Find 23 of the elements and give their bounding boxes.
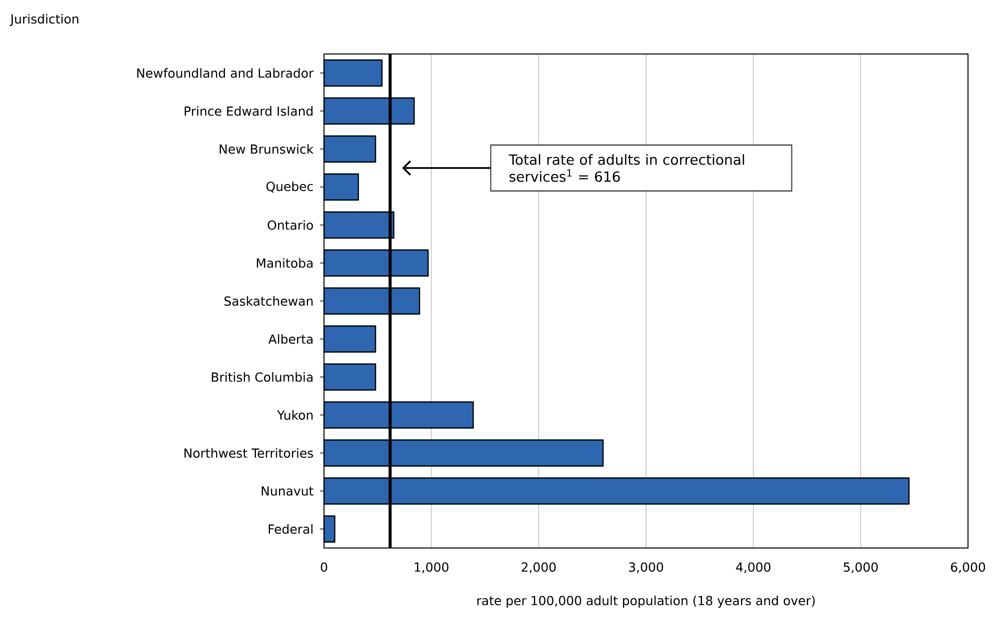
y-tick-label: Newfoundland and Labrador xyxy=(137,68,314,78)
x-tick-label: 5,000 xyxy=(844,562,878,574)
y-tick-label: Prince Edward Island xyxy=(184,106,313,116)
ref-line-label: Total rate of adults in correctional services$^{1}$ = 616 xyxy=(508,154,744,182)
y-tick-label: Quebec xyxy=(266,181,313,193)
x-tick-label: 1,000 xyxy=(414,562,448,574)
x-tick-label: 2,000 xyxy=(522,562,556,574)
x-tick-label: 6,000 xyxy=(950,562,986,574)
y-tick-label: Yukon xyxy=(277,410,313,420)
y-tick-label: Nunavut xyxy=(262,486,314,496)
y-tick-label: Manitoba xyxy=(256,258,313,268)
x-tick-label: 0 xyxy=(320,562,328,572)
y-tick-label: Alberta xyxy=(268,334,313,344)
text: Jurisdiction xyxy=(10,14,78,26)
y-tick-label: Saskatchewan xyxy=(224,296,313,306)
y-tick-label: Ontario xyxy=(268,220,313,230)
y-tick-label: Northwest Territories xyxy=(184,448,314,458)
y-tick-label: British Columbia xyxy=(212,372,313,382)
x-tick-label: 3,000 xyxy=(629,562,664,574)
y-tick-label: New Brunswick xyxy=(220,144,314,154)
y-tick-label: Federal xyxy=(268,524,312,534)
x-tick-label: 4,000 xyxy=(736,562,770,574)
x-axis-title: rate per 100,000 adult population (18 years and over) xyxy=(477,596,815,608)
